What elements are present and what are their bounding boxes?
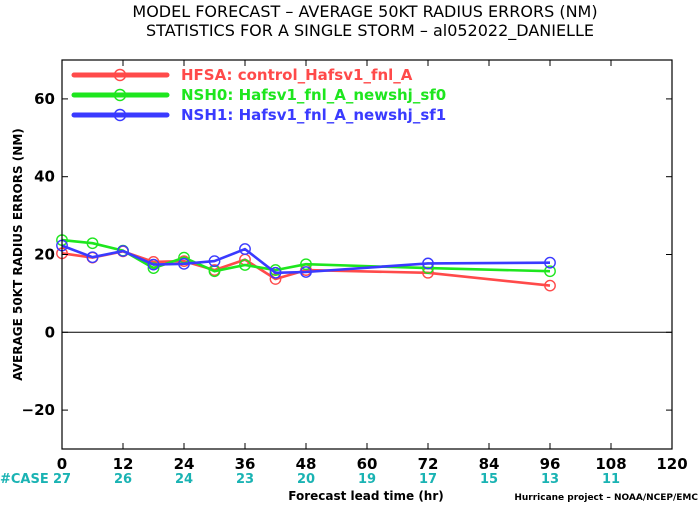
series-marker [422, 257, 434, 270]
series-marker [178, 257, 190, 270]
y-tick-label: 20 [34, 246, 55, 264]
x-tick-label: 96 [540, 455, 561, 473]
series-marker [544, 265, 556, 278]
x-tick-label: 108 [595, 455, 626, 473]
legend-label: NSH0: Hafsv1_fnl_A_newshj_sf0 [181, 86, 446, 104]
series-marker [147, 262, 160, 275]
case-count: 15 [480, 472, 498, 487]
chart-subtitle: STATISTICS FOR A SINGLE STORM – al052022… [146, 21, 594, 41]
x-tick-label: 24 [174, 455, 195, 473]
y-tick-label: 40 [34, 168, 55, 186]
series-marker [300, 266, 312, 278]
x-tick-label: 60 [357, 455, 378, 473]
y-tick-label: 60 [34, 90, 55, 108]
series-marker [544, 256, 556, 269]
legend-marker [113, 88, 127, 102]
series-marker [86, 251, 99, 264]
series-marker [86, 237, 99, 250]
series-marker [208, 255, 221, 268]
series-marker [147, 258, 160, 271]
legend-marker [113, 68, 127, 82]
tick-layer: 0 12 24 36 48 60 72 84 96 108 120 −20 0 20 40 60 [22, 60, 688, 473]
x-tick-label: 36 [235, 455, 256, 473]
y-tick-label: −20 [22, 401, 55, 419]
x-tick-label: 84 [479, 455, 500, 473]
legend: HFSA: control_Hafsv1_fnl_A NSH0: Hafsv1_f… [71, 66, 446, 124]
case-count: 17 [419, 472, 437, 487]
series-marker [239, 259, 251, 271]
chart-title: MODEL FORECAST – AVERAGE 50KT RADIUS ERR… [132, 2, 597, 21]
case-count: 11 [602, 472, 620, 487]
series-layer [56, 234, 556, 292]
series-line [61, 244, 551, 275]
case-count: 24 [175, 472, 193, 487]
x-axis-label: Forecast lead time (hr) [288, 489, 444, 503]
series-marker [269, 266, 282, 279]
series-marker [117, 245, 129, 257]
x-tick-label: 0 [57, 455, 67, 473]
series-marker [544, 279, 556, 292]
case-count: 26 [114, 472, 132, 487]
case-count: 19 [358, 472, 376, 487]
case-count: 20 [297, 472, 315, 487]
series-marker [300, 258, 312, 271]
case-count: 27 [53, 472, 71, 487]
credit-text: Hurricane project – NOAA/NCEP/EMC [514, 493, 698, 503]
x-tick-label: 12 [113, 455, 134, 473]
x-tick-label: 72 [418, 455, 439, 473]
legend-label: HFSA: control_Hafsv1_fnl_A [181, 66, 413, 84]
series-line [61, 238, 551, 273]
series-marker [239, 243, 251, 255]
case-count-row: 27 26 24 23 20 19 17 15 13 11 [53, 472, 620, 487]
case-count: 13 [541, 472, 559, 487]
x-tick-label: 48 [296, 455, 317, 473]
y-tick-label: 0 [45, 323, 55, 341]
legend-marker [113, 108, 127, 122]
case-count: 23 [236, 472, 254, 487]
y-axis-label: AVERAGE 50KT RADIUS ERRORS (NM) [11, 128, 25, 380]
x-tick-label: 120 [656, 455, 687, 473]
case-count-label: #CASE [0, 472, 49, 487]
legend-label: NSH1: Hafsv1_fnl_A_newshj_sf1 [181, 106, 446, 124]
